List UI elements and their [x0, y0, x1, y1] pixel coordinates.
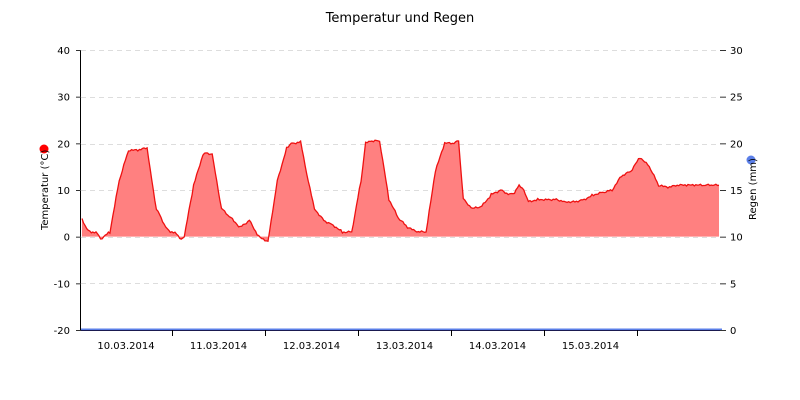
- x-tick-label: 14.03.2014: [469, 341, 526, 352]
- temperature-legend-dot: [39, 144, 49, 154]
- right-tick-label: 25: [730, 93, 743, 104]
- x-tick-label: 11.03.2014: [190, 341, 247, 352]
- left-axis-title: Temperatur (°C): [40, 150, 51, 231]
- x-tick-label: 13.03.2014: [376, 341, 433, 352]
- x-axis-ticks: 10.03.2014 11.03.2014 12.03.2014 13.03.2014…: [97, 330, 638, 352]
- temperature-series: [81, 139, 720, 242]
- right-y-ticks: 30 25 20 15 10 5 0: [720, 46, 743, 337]
- left-tick-label: 0: [64, 233, 70, 244]
- left-tick-label: -10: [54, 279, 70, 290]
- right-tick-label: 0: [730, 326, 736, 337]
- rain-legend-dot: [746, 155, 756, 165]
- right-tick-label: 30: [730, 46, 743, 57]
- left-tick-label: -20: [54, 326, 70, 337]
- x-tick-label: 15.03.2014: [562, 341, 619, 352]
- left-tick-label: 30: [57, 93, 70, 104]
- left-tick-label: 40: [57, 46, 70, 57]
- left-tick-label: 10: [57, 186, 70, 197]
- right-tick-label: 10: [730, 233, 743, 244]
- left-y-ticks: 40 30 20 10 0 -10 -20: [54, 46, 81, 337]
- chart-title: Temperatur und Regen: [325, 11, 475, 26]
- right-tick-label: 15: [730, 186, 743, 197]
- gridlines: [81, 50, 720, 284]
- right-axis-title: Regen (mm): [748, 158, 759, 220]
- right-tick-label: 20: [730, 139, 743, 150]
- right-tick-label: 5: [730, 279, 736, 290]
- left-tick-label: 20: [57, 139, 70, 150]
- x-tick-label: 12.03.2014: [283, 341, 340, 352]
- x-tick-label: 10.03.2014: [97, 341, 154, 352]
